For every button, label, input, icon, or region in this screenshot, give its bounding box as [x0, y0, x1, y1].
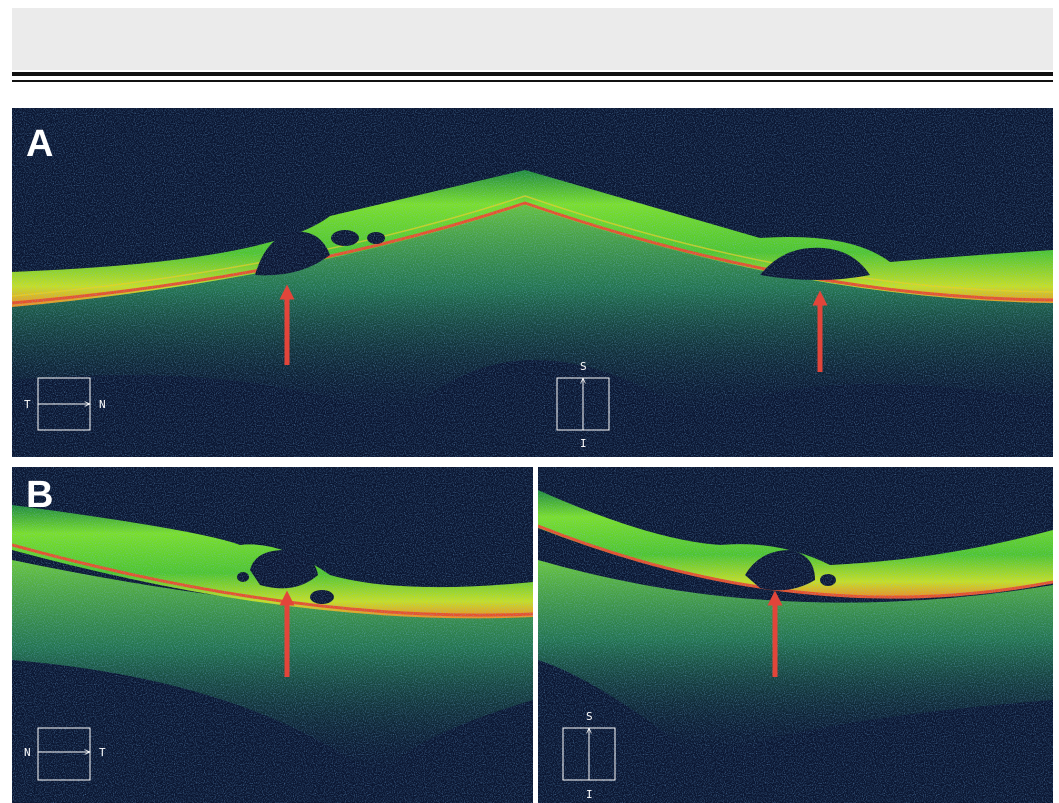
orientation-label: T	[99, 746, 106, 759]
figure: A T N S I B N T S I	[0, 0, 1059, 803]
orientation-label: N	[24, 746, 31, 759]
orientation-label: I	[586, 788, 593, 801]
orientation-label: I	[580, 437, 587, 450]
orientation-label: S	[580, 360, 587, 373]
oct-scan-a	[12, 108, 1053, 457]
orientation-label: T	[24, 398, 31, 411]
page: {"panels": [ {"label": "A", "left_scan":…	[0, 0, 1059, 803]
orientation-label: S	[586, 710, 593, 723]
panel-label: B	[26, 474, 53, 516]
rule	[12, 80, 1053, 82]
rule	[12, 72, 1053, 76]
panel-label: A	[26, 123, 53, 165]
header-bar	[12, 8, 1053, 70]
orientation-label: N	[99, 398, 106, 411]
